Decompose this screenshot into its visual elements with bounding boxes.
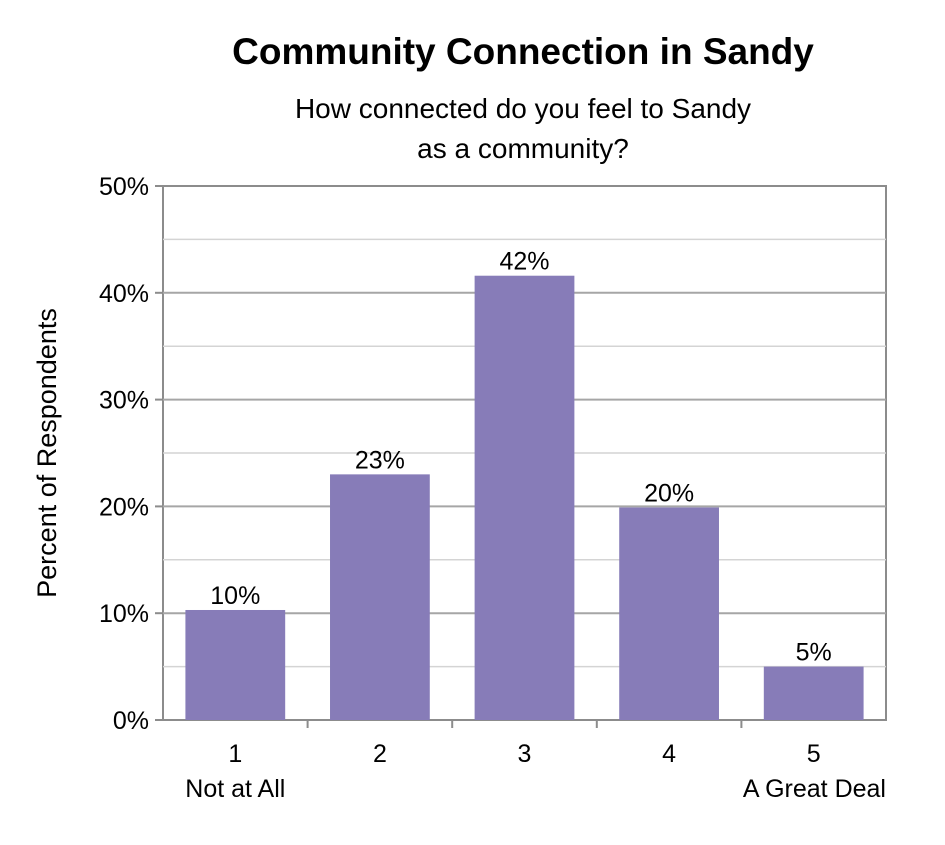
bar (474, 275, 575, 720)
y-tick-label: 40% (99, 280, 149, 308)
y-axis-label: Percent of Respondents (32, 308, 62, 598)
y-tick-label: 10% (99, 600, 149, 628)
bar-data-label: 5% (796, 639, 832, 667)
chart-subtitle-line-2: as a community? (417, 133, 629, 164)
bar-data-label: 10% (210, 582, 260, 610)
x-tick-label: 1 (228, 740, 242, 768)
chart-subtitle-line-1: How connected do you feel to Sandy (295, 93, 751, 124)
bar (185, 609, 286, 720)
y-tick-label: 50% (99, 173, 149, 201)
bar-data-label: 42% (499, 248, 549, 276)
bar-data-label: 20% (644, 479, 694, 507)
plot-area: 0% 10% 20% 30% 40% 50% 10% 1 23% 2 42% 3 20% 4 5% 5 Not … (99, 173, 887, 803)
y-tick-label: 30% (99, 387, 149, 415)
x-tick-label: 2 (373, 740, 387, 768)
bar (330, 474, 430, 720)
x-tick-label: 5 (807, 740, 821, 768)
x-tick-label: 4 (662, 740, 676, 768)
y-tick-label: 0% (113, 707, 149, 735)
y-tick-label: 20% (99, 493, 149, 521)
x-tick-label: 3 (518, 740, 532, 768)
bar (619, 507, 719, 720)
bar (763, 666, 864, 720)
chart-title: Community Connection in Sandy (232, 31, 814, 72)
x-category-sublabel: Not at All (185, 775, 285, 803)
x-category-sublabel: A Great Deal (743, 775, 886, 803)
bar-data-label: 23% (355, 446, 405, 474)
